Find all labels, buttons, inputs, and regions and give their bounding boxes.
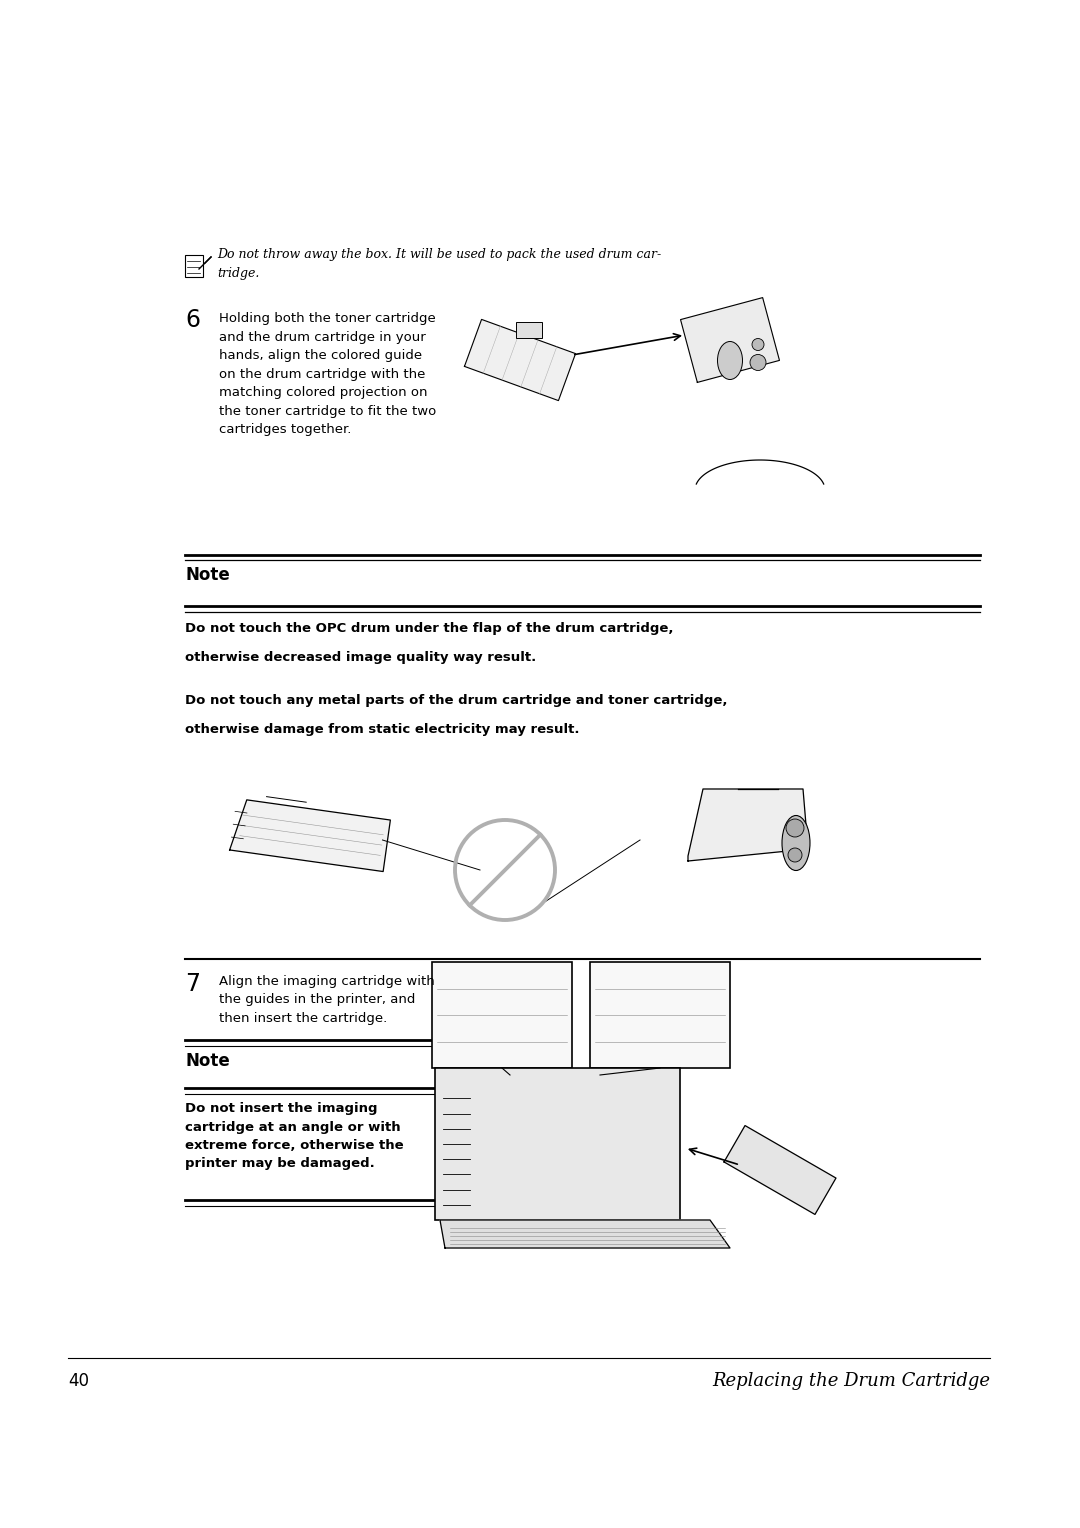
Bar <box>590 963 730 1068</box>
Text: otherwise decreased image quality way result.: otherwise decreased image quality way re… <box>185 651 537 665</box>
Circle shape <box>788 848 802 862</box>
Text: Do not throw away the box. It will be used to pack the used drum car-
tridge.: Do not throw away the box. It will be us… <box>217 248 661 280</box>
Text: otherwise damage from static electricity may result.: otherwise damage from static electricity… <box>185 723 580 736</box>
Bar <box>432 963 572 1068</box>
Text: Replacing the Drum Cartridge: Replacing the Drum Cartridge <box>712 1372 990 1390</box>
Circle shape <box>750 354 766 370</box>
Bar <box>185 255 203 277</box>
Text: Do not touch any metal parts of the drum cartridge and toner cartridge,: Do not touch any metal parts of the drum… <box>185 694 728 707</box>
Text: Holding both the toner cartridge
and the drum cartridge in your
hands, align the: Holding both the toner cartridge and the… <box>219 312 436 435</box>
Polygon shape <box>724 1126 836 1215</box>
Text: Do not touch the OPC drum under the flap of the drum cartridge,: Do not touch the OPC drum under the flap… <box>185 622 674 636</box>
Polygon shape <box>680 298 780 382</box>
Ellipse shape <box>782 816 810 871</box>
Text: Note: Note <box>185 565 230 584</box>
Text: Align the imaging cartridge with
the guides in the printer, and
then insert the : Align the imaging cartridge with the gui… <box>219 975 435 1025</box>
Text: 6: 6 <box>185 309 200 332</box>
Circle shape <box>786 819 804 837</box>
Text: 7: 7 <box>185 972 200 996</box>
Circle shape <box>752 339 764 350</box>
FancyBboxPatch shape <box>515 321 541 338</box>
Bar <box>435 1068 680 1219</box>
Polygon shape <box>688 788 808 860</box>
Text: Note: Note <box>185 1051 230 1070</box>
Text: 40: 40 <box>68 1372 89 1390</box>
Text: Do not insert the imaging
cartridge at an angle or with
extreme force, otherwise: Do not insert the imaging cartridge at a… <box>185 1102 404 1170</box>
Polygon shape <box>230 799 390 871</box>
Polygon shape <box>440 1219 730 1248</box>
Polygon shape <box>464 319 576 400</box>
Ellipse shape <box>717 341 743 379</box>
